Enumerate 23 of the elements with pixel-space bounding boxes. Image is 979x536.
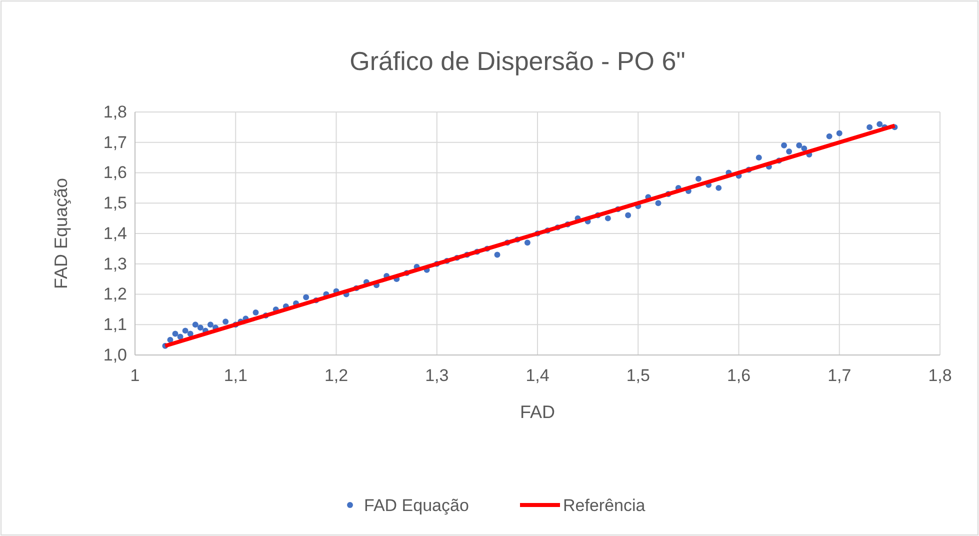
- y-tick-label: 1,1: [103, 315, 127, 334]
- x-tick-label: 1,2: [324, 366, 348, 386]
- x-tick-label: 1,8: [928, 366, 952, 386]
- chart-title: Gráfico de Dispersão - PO 6": [350, 46, 686, 76]
- legend-label: FAD Equação: [364, 496, 469, 515]
- y-tick-label: 1,7: [103, 132, 127, 152]
- y-tick-label: 1,2: [103, 284, 127, 304]
- y-axis-title: FAD Equação: [51, 178, 71, 290]
- y-tick-label: 1,4: [103, 224, 127, 243]
- y-tick-label: 1,8: [103, 102, 127, 122]
- legend-label: Referência: [563, 496, 646, 515]
- y-tick-label: 1,0: [103, 345, 127, 364]
- y-tick-label: 1,6: [103, 163, 127, 182]
- x-tick-label: 1,7: [828, 366, 852, 386]
- y-tick-label: 1,3: [103, 254, 127, 274]
- x-axis-title: FAD: [520, 402, 556, 422]
- x-tick-label: 1,1: [224, 366, 248, 386]
- x-tick-label: 1: [130, 366, 140, 386]
- x-tick-label: 1,4: [526, 366, 550, 386]
- x-tick-label: 1,5: [626, 366, 650, 386]
- x-tick-label: 1,3: [425, 366, 449, 386]
- y-tick-label: 1,5: [103, 194, 127, 213]
- x-tick-label: 1,6: [726, 366, 751, 386]
